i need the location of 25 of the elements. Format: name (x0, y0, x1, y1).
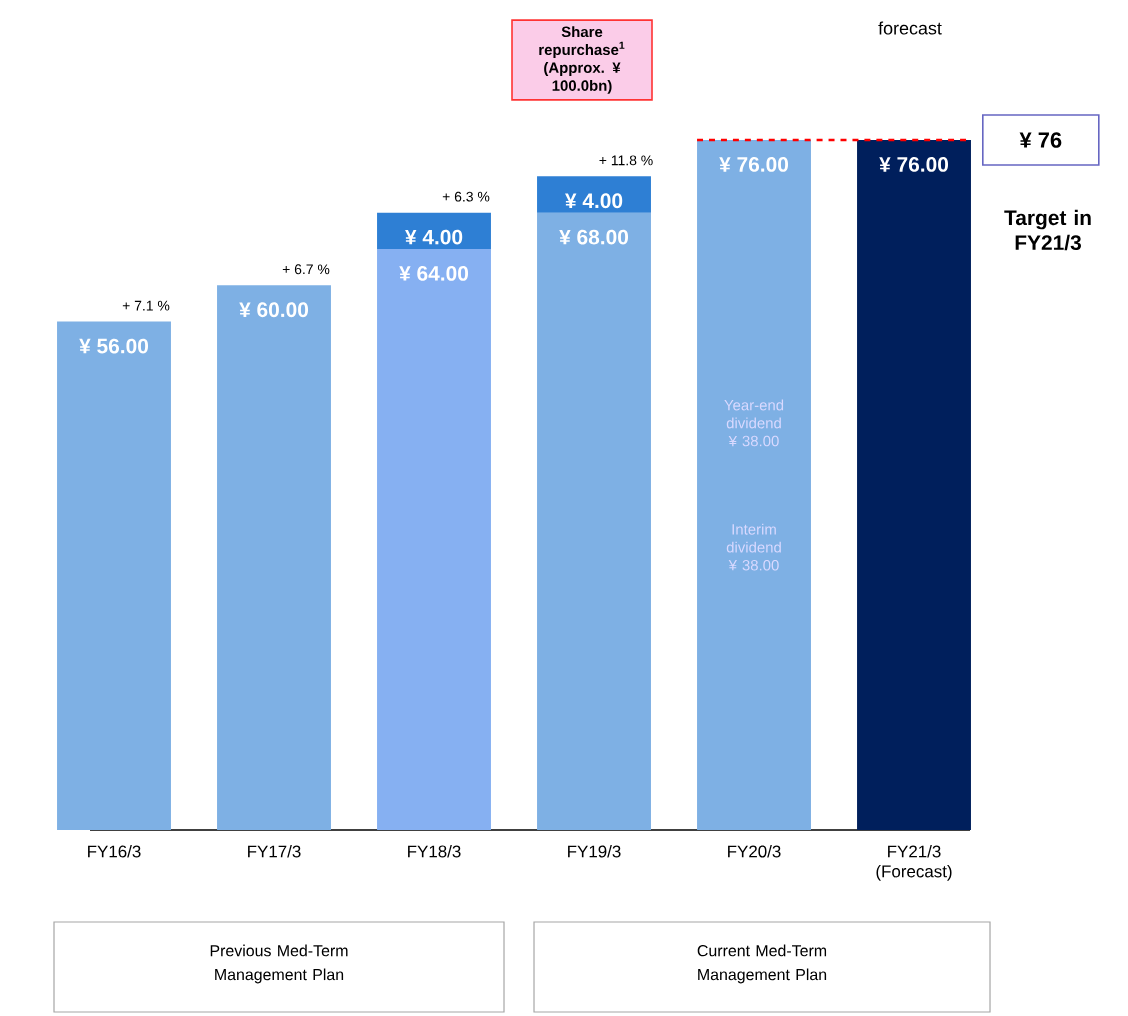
data-label: ¥ 68.00 (559, 229, 629, 245)
data-label: ¥ 4.00 (405, 229, 463, 245)
bar (697, 140, 811, 830)
bar (57, 321, 171, 830)
data-label: ¥ 56.00 (79, 338, 149, 354)
text: forecast (878, 21, 942, 35)
x-tick-label: FY16/3 (88, 845, 141, 858)
x-tick-label: FY18/3 (408, 845, 461, 858)
x-tick-label: FY21/3 (Forecast) (876, 845, 952, 881)
bar (537, 212, 651, 830)
bar (377, 248, 491, 830)
x-tick-label: FY20/3 (728, 845, 781, 858)
text: Target in FY21/3 (1004, 209, 1091, 251)
data-label: ¥ 76.00 (879, 157, 949, 172)
data-label: ¥ 60.00 (239, 302, 309, 318)
data-label: ¥ 76.00 (719, 157, 789, 172)
bar (857, 140, 971, 830)
bar (377, 212, 491, 249)
bar (217, 285, 331, 830)
x-tick-label: FY19/3 (568, 845, 621, 858)
bar (537, 176, 651, 213)
x-tick-label: FY17/3 (248, 845, 301, 858)
ref-line-label: ¥ 76 (1019, 132, 1062, 148)
data-label: ¥ 64.00 (399, 266, 469, 281)
data-label: ¥ 4.00 (565, 193, 623, 209)
